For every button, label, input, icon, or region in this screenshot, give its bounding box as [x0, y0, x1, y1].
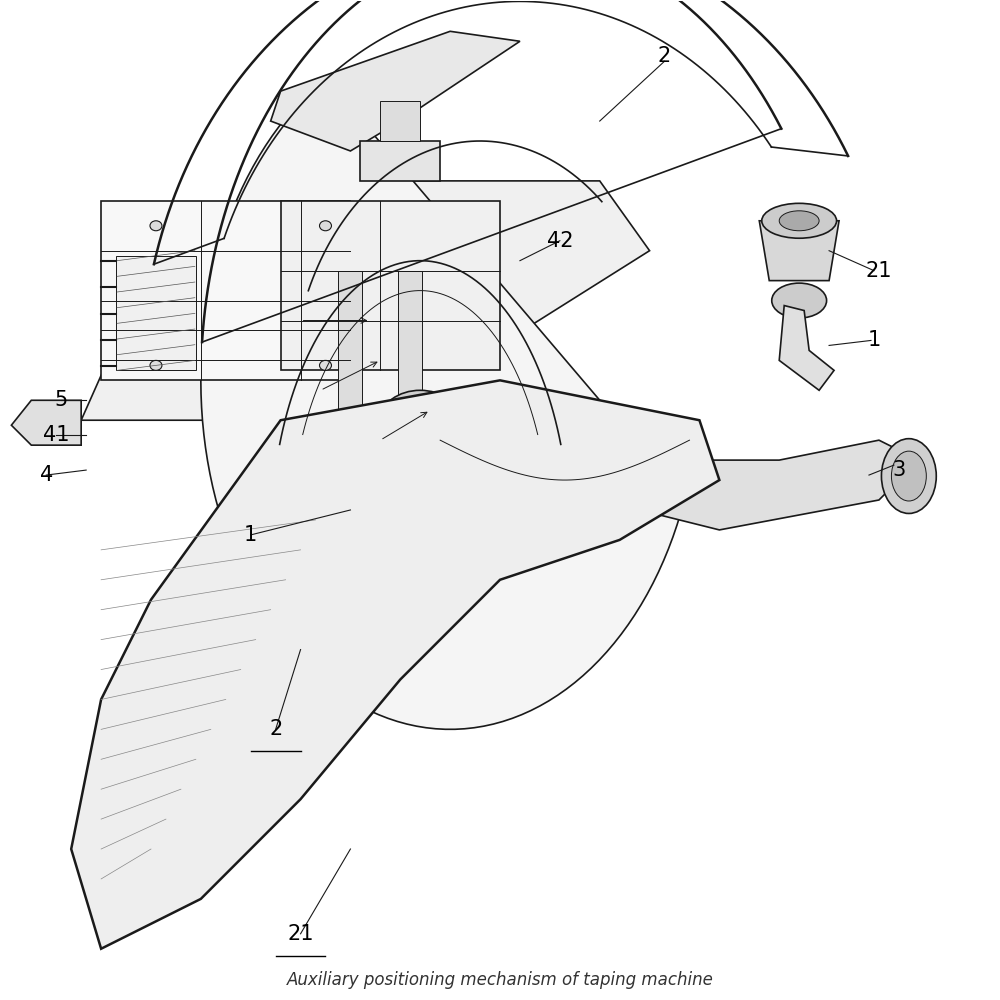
Text: 2: 2 — [658, 46, 671, 66]
Text: 1: 1 — [244, 525, 257, 545]
Text: 5: 5 — [55, 390, 68, 410]
Ellipse shape — [320, 221, 331, 231]
Ellipse shape — [881, 439, 936, 513]
Polygon shape — [81, 181, 650, 420]
Text: 2: 2 — [269, 719, 282, 739]
Ellipse shape — [320, 360, 331, 370]
Polygon shape — [759, 221, 839, 281]
Polygon shape — [201, 78, 684, 729]
Text: 4: 4 — [40, 465, 53, 485]
Text: 21: 21 — [866, 261, 892, 281]
Polygon shape — [600, 440, 919, 530]
Polygon shape — [779, 306, 834, 390]
Ellipse shape — [395, 400, 445, 440]
Polygon shape — [338, 271, 362, 450]
Ellipse shape — [779, 211, 819, 231]
Ellipse shape — [410, 413, 430, 428]
Polygon shape — [11, 400, 81, 445]
Polygon shape — [116, 256, 196, 370]
Ellipse shape — [398, 524, 443, 556]
Text: 41: 41 — [43, 425, 69, 445]
Ellipse shape — [385, 515, 455, 565]
Polygon shape — [360, 141, 440, 181]
Ellipse shape — [772, 283, 827, 318]
Text: Auxiliary positioning mechanism of taping machine: Auxiliary positioning mechanism of tapin… — [287, 971, 713, 989]
Ellipse shape — [762, 203, 837, 238]
Ellipse shape — [891, 451, 926, 501]
Ellipse shape — [150, 221, 162, 231]
Polygon shape — [405, 450, 435, 540]
Text: 42: 42 — [547, 231, 573, 251]
Polygon shape — [71, 380, 719, 949]
Ellipse shape — [380, 390, 460, 450]
Polygon shape — [101, 201, 350, 380]
Polygon shape — [271, 31, 520, 151]
Text: 3: 3 — [892, 460, 906, 480]
Text: 21: 21 — [287, 924, 314, 944]
Polygon shape — [398, 271, 422, 450]
Ellipse shape — [150, 360, 162, 370]
Polygon shape — [281, 201, 500, 370]
Polygon shape — [380, 101, 420, 141]
Text: 1: 1 — [867, 330, 881, 350]
